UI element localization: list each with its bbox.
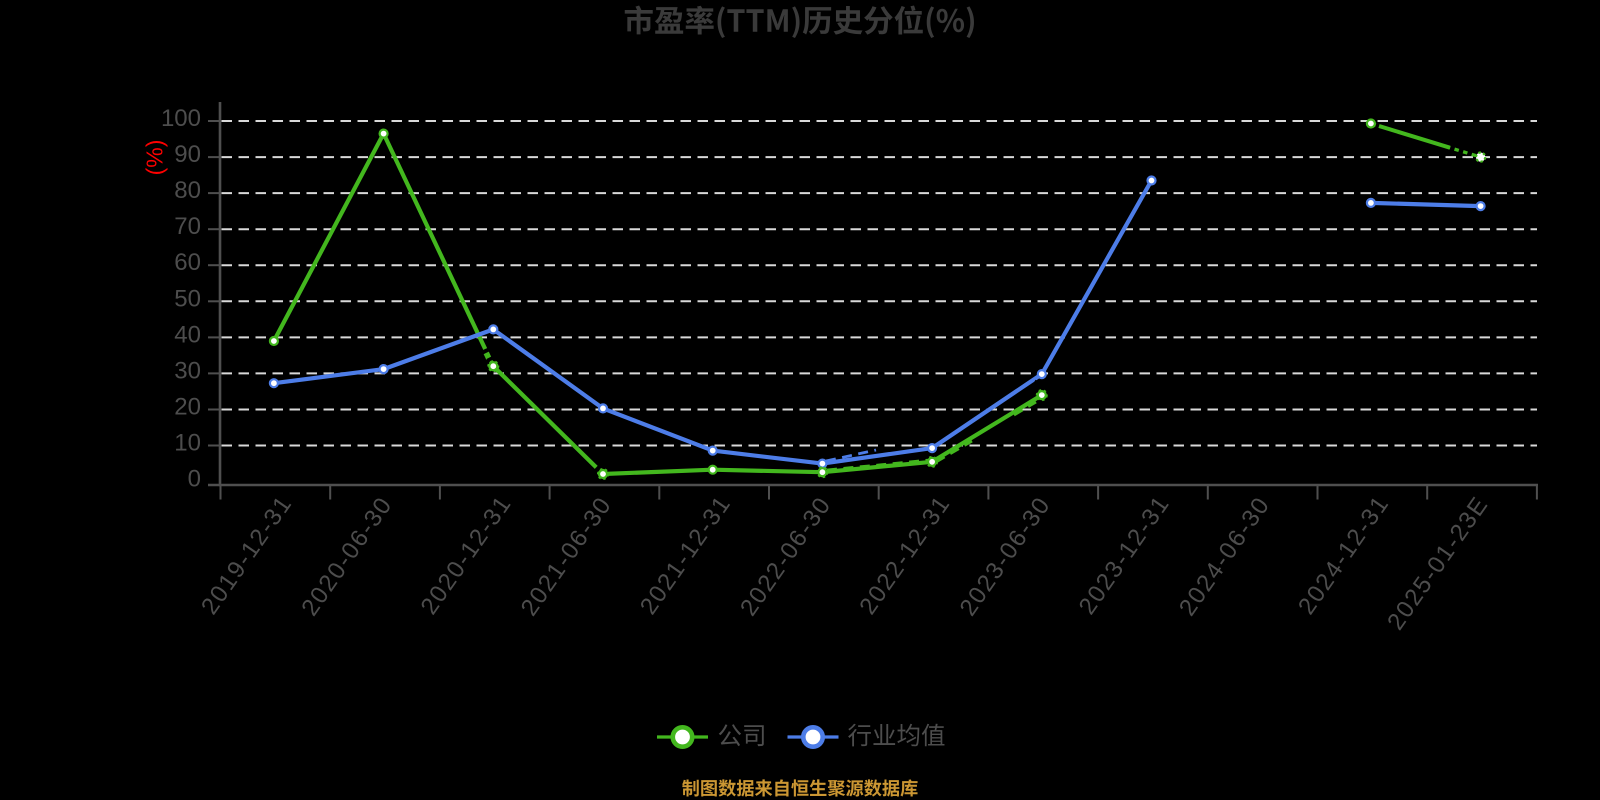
svg-text:10: 10 [174,430,201,457]
svg-text:80: 80 [174,177,201,204]
svg-text:70: 70 [174,213,201,240]
svg-text:40: 40 [174,321,201,348]
svg-text:100: 100 [161,105,201,132]
svg-text:30: 30 [174,357,201,384]
svg-text:0: 0 [188,466,201,493]
svg-text:50: 50 [174,285,201,312]
svg-text:90: 90 [174,141,201,168]
svg-text:60: 60 [174,249,201,276]
svg-text:20: 20 [174,394,201,421]
svg-text:(%): (%) [142,140,168,176]
